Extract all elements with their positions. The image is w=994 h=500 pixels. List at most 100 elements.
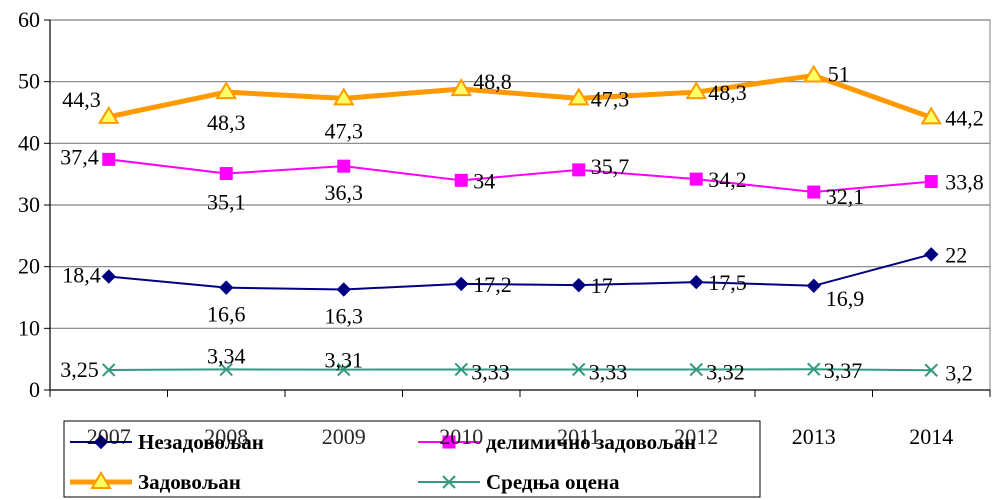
x-tick-label-overlap: 2007 — [87, 424, 131, 449]
series-2: 44,3 48,3 47,3 48,8 47,3 48,3 51 44,2 — [62, 62, 984, 144]
series-line — [108, 368, 932, 372]
data-label: 3,37 — [824, 358, 863, 383]
y-tick-label: 50 — [18, 69, 40, 94]
data-label: 16,3 — [325, 303, 364, 328]
legend-label: Незадовољан — [138, 430, 264, 454]
legend-label: Средња оцена — [486, 470, 620, 494]
data-point-marker — [97, 105, 120, 124]
data-point-marker — [807, 185, 821, 199]
legend-marker — [90, 471, 112, 489]
x-tick-label-overlap: 2012 — [674, 424, 718, 449]
data-point-marker — [689, 172, 703, 186]
data-point-marker — [920, 106, 943, 125]
data-point-marker — [454, 173, 468, 187]
data-point-marker — [806, 278, 821, 293]
data-label: 37,4 — [60, 144, 99, 169]
legend-label: Задовољан — [138, 470, 241, 494]
data-label: 3,2 — [945, 360, 973, 385]
legend-label: делимично задовољан — [486, 430, 696, 454]
data-label: 44,2 — [945, 105, 984, 130]
y-tick-label: 10 — [18, 315, 40, 340]
legend: Незадовољан делимично задовољан Задовољан С… — [63, 420, 761, 498]
data-point-marker — [454, 276, 469, 292]
data-point-marker — [571, 277, 586, 293]
series-1: 37,4 35,1 36,3 34 35,7 34,2 32,1 33,8 — [60, 144, 984, 214]
data-point-marker — [332, 87, 355, 106]
data-label: 34 — [473, 168, 495, 193]
data-label: 17,2 — [473, 272, 512, 297]
y-tick-label: 30 — [18, 192, 40, 217]
legend-item: Задовољан — [70, 470, 241, 494]
y-tick-label: 60 — [18, 7, 40, 32]
x-tick-label-overlap: 2008 — [204, 424, 248, 449]
data-label: 33,8 — [945, 170, 984, 195]
data-label: 16,6 — [207, 302, 246, 327]
data-point-marker — [336, 282, 351, 297]
data-point-marker — [572, 163, 586, 177]
legend-marker — [93, 434, 109, 450]
series-3: 3,25 3,34 3,31 3,33 3,33 3,32 3,37 3,2 — [60, 343, 973, 385]
x-tick-label-overlap: 2009 — [322, 424, 366, 449]
data-point-marker — [337, 362, 351, 377]
legend-item: Средња оцена — [418, 470, 620, 494]
data-label: 35,1 — [207, 190, 246, 215]
data-label: 17 — [591, 273, 613, 298]
data-label: 48,8 — [473, 69, 512, 94]
data-label: 3,33 — [471, 359, 510, 384]
legend-marker — [442, 475, 456, 489]
data-label: 47,3 — [325, 118, 364, 143]
data-label: 34,2 — [708, 167, 747, 192]
data-label: 32,1 — [826, 184, 865, 209]
data-label: 18,4 — [62, 263, 101, 288]
series-line — [108, 72, 933, 120]
data-point-marker — [450, 78, 473, 97]
data-point-marker — [219, 362, 233, 377]
y-tick-label: 0 — [29, 377, 40, 402]
x-tick-label: 2014 — [909, 424, 953, 449]
data-label: 36,3 — [325, 180, 364, 205]
data-point-marker — [685, 81, 708, 100]
data-point-marker — [101, 269, 116, 284]
data-label: 51 — [828, 62, 850, 87]
data-point-marker — [337, 159, 351, 173]
x-tick-label: 2013 — [792, 424, 836, 449]
legend-marker — [442, 435, 456, 449]
data-label: 3,25 — [60, 357, 99, 382]
data-point-marker — [102, 363, 116, 377]
data-label: 3,31 — [325, 348, 364, 373]
data-point-marker — [572, 362, 586, 377]
data-label: 35,7 — [591, 154, 630, 179]
data-point-marker — [924, 247, 939, 262]
data-point-marker — [215, 81, 238, 100]
data-point-marker — [807, 362, 821, 376]
data-label: 44,3 — [62, 87, 101, 112]
series-0: 18,4 16,6 16,3 17,2 17 17,5 16,9 22 — [62, 242, 967, 328]
data-point-marker — [924, 363, 938, 377]
data-point-marker — [567, 87, 590, 106]
data-label: 3,33 — [589, 359, 628, 384]
data-point-marker — [802, 64, 825, 83]
data-point-marker — [102, 152, 116, 166]
data-point-marker — [689, 274, 704, 290]
data-point-marker — [219, 280, 234, 295]
data-point-marker — [924, 175, 938, 189]
x-tick-label-overlap: 2010 — [439, 424, 483, 449]
legend-box — [63, 420, 761, 498]
data-label: 3,32 — [706, 360, 745, 385]
data-label: 16,9 — [826, 286, 865, 311]
y-tick-label: 20 — [18, 254, 40, 279]
data-point-marker — [219, 167, 233, 181]
data-label: 3,34 — [207, 343, 246, 368]
data-label: 47,3 — [591, 86, 630, 111]
data-label: 48,3 — [708, 80, 747, 105]
series-line — [108, 158, 932, 194]
x-tick-label-overlap: 2011 — [557, 424, 600, 449]
data-label: 17,5 — [708, 270, 747, 295]
data-point-marker — [689, 362, 703, 377]
data-label: 22 — [945, 242, 967, 267]
data-label: 48,3 — [207, 110, 246, 135]
series-line — [108, 253, 932, 291]
legend-item: Незадовољан — [70, 430, 264, 454]
data-point-marker — [454, 362, 468, 377]
